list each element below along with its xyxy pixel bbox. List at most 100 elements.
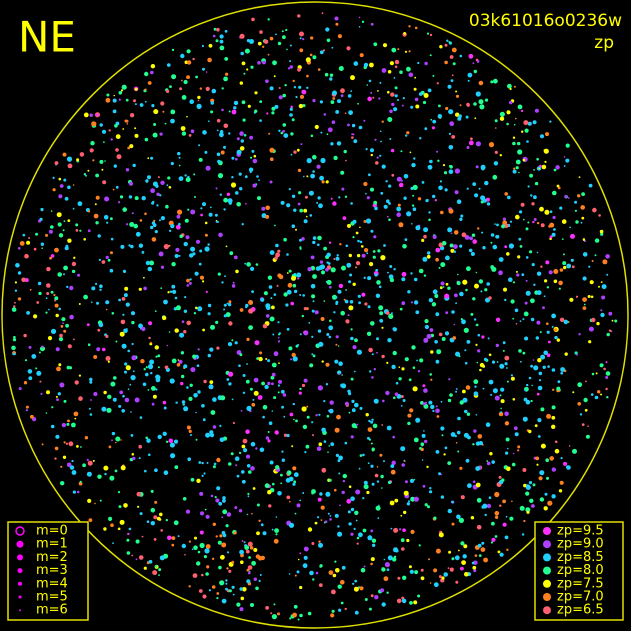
star <box>560 457 563 460</box>
star <box>153 515 158 520</box>
star <box>101 260 106 264</box>
star <box>172 289 177 294</box>
star <box>168 331 171 333</box>
star <box>338 283 344 289</box>
star <box>195 75 199 79</box>
star <box>299 294 302 296</box>
star <box>151 386 156 391</box>
star <box>89 413 93 416</box>
star <box>120 319 126 325</box>
star <box>387 70 392 74</box>
star <box>179 87 183 91</box>
star <box>162 400 167 405</box>
star <box>197 390 201 394</box>
star <box>58 177 62 181</box>
star <box>155 374 160 380</box>
star <box>239 549 245 555</box>
star <box>486 460 489 462</box>
star <box>472 480 476 484</box>
star <box>101 129 107 134</box>
star <box>102 180 107 185</box>
star <box>110 251 113 255</box>
star <box>198 461 202 464</box>
star <box>364 598 368 601</box>
star <box>348 110 353 115</box>
star <box>551 494 556 499</box>
star <box>179 332 185 338</box>
star <box>582 297 587 302</box>
star <box>303 219 308 224</box>
star <box>479 362 485 368</box>
star <box>108 129 111 132</box>
star <box>54 299 56 302</box>
star <box>87 343 91 347</box>
star <box>67 419 70 423</box>
star <box>310 283 316 289</box>
star <box>282 393 287 397</box>
star <box>160 180 165 185</box>
star <box>192 573 198 578</box>
star <box>590 295 594 299</box>
star <box>350 202 353 205</box>
star <box>337 584 342 589</box>
star <box>141 326 146 332</box>
star <box>184 218 189 223</box>
star <box>354 579 358 583</box>
star <box>536 463 539 466</box>
star <box>530 194 533 197</box>
star <box>608 311 613 316</box>
star <box>583 397 588 403</box>
star <box>332 294 337 300</box>
star <box>377 249 381 253</box>
star <box>552 388 555 391</box>
star <box>577 402 581 406</box>
star <box>54 247 59 253</box>
star <box>406 211 412 217</box>
star <box>419 447 422 450</box>
star <box>167 535 172 541</box>
star <box>302 424 308 430</box>
star <box>273 538 279 544</box>
star <box>153 219 156 222</box>
star <box>76 490 80 494</box>
star <box>301 406 307 412</box>
zp-label: zp=8.0 <box>557 563 604 578</box>
star <box>261 381 265 386</box>
star <box>346 46 351 51</box>
star <box>371 353 374 356</box>
star <box>412 366 416 370</box>
star <box>500 399 505 404</box>
star <box>292 402 295 406</box>
star <box>282 35 286 40</box>
star <box>154 500 158 504</box>
star <box>228 589 232 593</box>
star <box>278 274 284 280</box>
star <box>239 187 243 191</box>
zp-marker <box>543 540 551 549</box>
star <box>95 221 99 225</box>
star <box>54 161 59 165</box>
star <box>276 284 279 287</box>
star <box>499 394 502 397</box>
star <box>214 213 218 217</box>
star <box>337 289 342 294</box>
star <box>551 232 556 237</box>
star <box>127 532 130 536</box>
star <box>323 440 327 443</box>
star <box>182 403 185 406</box>
star <box>512 136 516 139</box>
star <box>288 573 291 575</box>
star <box>202 418 206 422</box>
star <box>38 291 42 296</box>
star <box>434 294 439 298</box>
star <box>244 48 250 54</box>
zp-label: zp=9.5 <box>557 524 604 539</box>
star <box>451 310 455 314</box>
star <box>502 522 507 527</box>
star <box>430 350 434 354</box>
star <box>370 529 374 533</box>
star <box>605 371 611 376</box>
star <box>217 540 222 545</box>
star <box>423 388 428 393</box>
star <box>520 109 524 113</box>
